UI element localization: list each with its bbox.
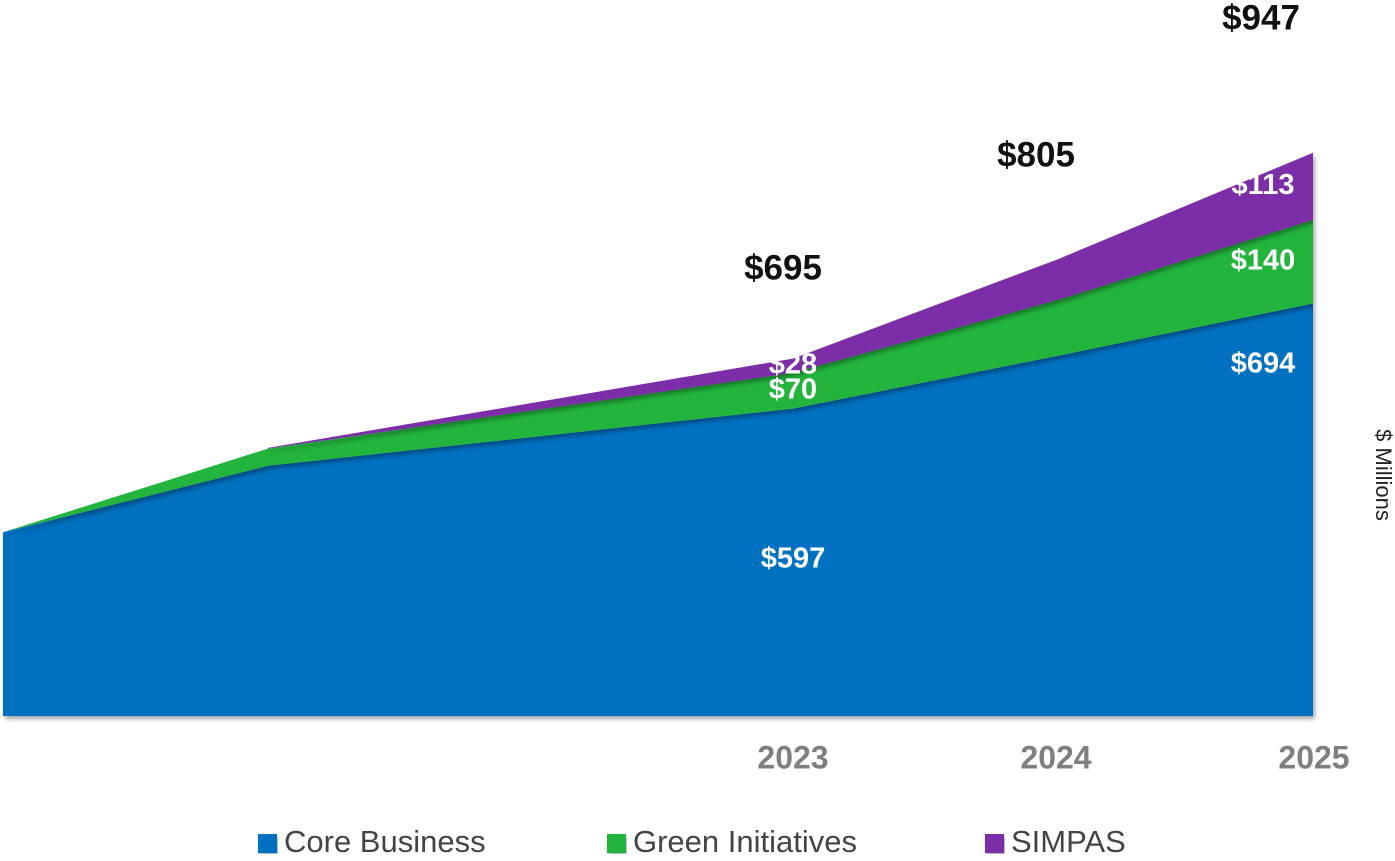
legend-swatch-simpas (985, 834, 1004, 853)
legend: Core Business Green Initiatives SIMPAS (258, 824, 1126, 859)
segment-label-core-business: $597 (761, 543, 826, 575)
chart-areas (3, 152, 1313, 716)
segment-label-simpas: $28 (769, 348, 817, 380)
x-tick-label: 2025 (1278, 739, 1349, 775)
legend-label-core-business: Core Business (284, 824, 486, 859)
segment-labels: $597 $694 $70 $140 $28 $113 (761, 169, 1296, 575)
total-label: $947 (1222, 0, 1300, 37)
total-labels: $695 $805 $947 (744, 0, 1300, 287)
area-green-initiatives (3, 219, 1313, 533)
segment-label-simpas: $113 (1232, 169, 1295, 201)
segment-label-green-initiatives: $140 (1231, 244, 1296, 276)
total-label: $805 (997, 135, 1075, 174)
segment-label-core-business: $694 (1231, 348, 1296, 380)
x-tick-label: 2023 (757, 739, 828, 775)
area-core-business (3, 303, 1313, 716)
segment-label-green-initiatives: $70 (769, 373, 817, 405)
x-tick-label: 2024 (1020, 739, 1091, 775)
legend-label-green-initiatives: Green Initiatives (633, 824, 857, 859)
total-label: $695 (744, 248, 822, 287)
legend-label-simpas: SIMPAS (1011, 824, 1126, 859)
legend-swatch-core-business (258, 834, 277, 853)
y-axis-title: $ Millions (1371, 429, 1395, 521)
x-axis-ticks: 2023 2024 2025 (757, 739, 1349, 775)
legend-swatch-green-initiatives (607, 834, 626, 853)
